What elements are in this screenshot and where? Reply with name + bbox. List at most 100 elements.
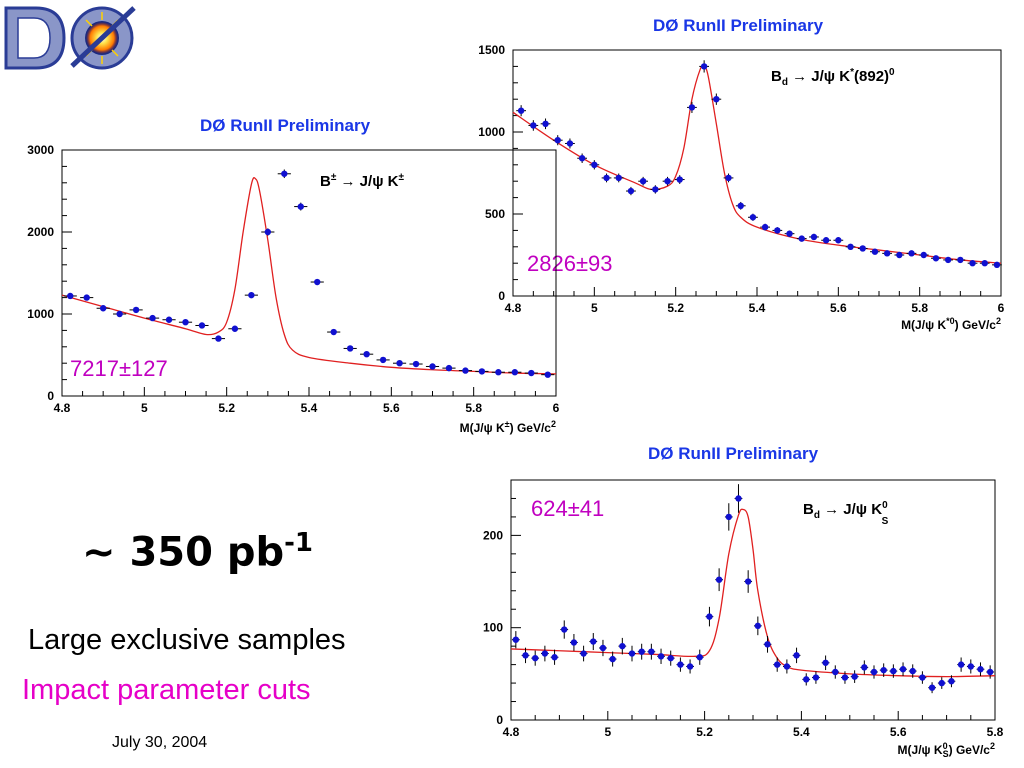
- data-point: [560, 620, 569, 639]
- data-marker: [783, 663, 791, 670]
- header-kstar: DØ RunII Preliminary: [653, 16, 824, 35]
- data-marker: [920, 251, 927, 259]
- data-marker: [231, 325, 239, 332]
- data-point: [601, 173, 612, 183]
- data-marker: [566, 140, 574, 147]
- data-marker: [667, 654, 674, 662]
- data-marker: [688, 104, 696, 111]
- chart-kplus: 4.8 5 5.2 5.4 5.6 5.8 6 0 1000 2000 3000 B± → J/ψ K…: [27, 143, 559, 435]
- decay-label: Bd → J/ψ K0 S: [803, 500, 889, 527]
- data-marker: [735, 495, 742, 502]
- data-marker: [932, 255, 940, 262]
- data-marker: [812, 674, 820, 681]
- data-marker: [725, 174, 732, 182]
- data-point: [528, 120, 539, 131]
- data-marker: [297, 203, 304, 210]
- data-point: [986, 665, 995, 679]
- data-point: [687, 101, 697, 113]
- data-marker: [215, 335, 222, 342]
- yield-label: 2826±93: [527, 251, 613, 276]
- data-marker: [841, 674, 849, 681]
- data-marker: [512, 636, 520, 643]
- data-marker: [981, 260, 988, 267]
- data-marker: [578, 155, 586, 162]
- data-point: [666, 650, 675, 666]
- data-marker: [908, 250, 915, 257]
- data-point: [310, 278, 324, 286]
- x-tick-label: 5: [141, 401, 148, 415]
- data-point: [579, 645, 588, 662]
- data-marker: [532, 654, 539, 662]
- data-marker: [700, 63, 708, 70]
- x-axis-label: M(J/ψ K±) GeV/c2: [460, 419, 556, 435]
- x-tick-label: 5.2: [696, 725, 713, 739]
- data-point: [870, 665, 878, 679]
- data-marker: [969, 260, 976, 267]
- data-point: [638, 176, 649, 186]
- data-point: [552, 135, 563, 146]
- data-marker: [761, 223, 769, 231]
- data-point: [277, 169, 291, 179]
- data-marker: [822, 237, 830, 244]
- data-point: [724, 503, 733, 531]
- x-tick-label: 5.2: [667, 301, 684, 315]
- x-tick-label: 6: [998, 301, 1005, 315]
- data-marker: [870, 668, 878, 676]
- data-marker: [774, 227, 781, 234]
- data-point: [870, 248, 880, 255]
- data-marker: [977, 666, 984, 673]
- data-marker: [462, 367, 469, 374]
- x-tick-label: 5.4: [793, 725, 810, 739]
- data-point: [783, 659, 791, 674]
- data-point: [228, 325, 242, 332]
- y-tick-label: 3000: [27, 143, 54, 157]
- data-point: [812, 671, 820, 684]
- data-point: [894, 251, 905, 259]
- data-point: [244, 291, 258, 299]
- data-point: [947, 675, 956, 688]
- x-tick-label: 5.4: [749, 301, 766, 315]
- data-point: [570, 634, 578, 651]
- data-point: [491, 369, 505, 376]
- cuts-text: Impact parameter cuts: [22, 674, 311, 706]
- y-tick-label: 200: [483, 528, 503, 542]
- data-point: [129, 306, 143, 314]
- data-marker: [603, 174, 610, 182]
- data-point: [541, 371, 555, 378]
- date-text: July 30, 2004: [112, 734, 208, 751]
- data-marker: [530, 122, 537, 129]
- fit-curve: [61, 177, 557, 375]
- data-marker: [764, 641, 771, 648]
- y-tick-label: 500: [485, 207, 505, 221]
- data-marker: [657, 653, 665, 660]
- data-marker: [957, 661, 965, 668]
- data-marker: [639, 178, 647, 185]
- data-point: [674, 175, 685, 184]
- data-point: [261, 228, 275, 236]
- data-point: [425, 363, 440, 370]
- data-marker: [832, 668, 839, 676]
- data-point: [860, 660, 869, 675]
- data-point: [458, 367, 473, 374]
- data-marker: [744, 578, 752, 585]
- header-kplus: DØ RunII Preliminary: [200, 116, 371, 135]
- data-point: [511, 631, 520, 649]
- y-tick-label: 2000: [27, 225, 54, 239]
- data-marker: [379, 356, 387, 364]
- data-point: [748, 213, 758, 221]
- data-point: [647, 643, 656, 660]
- data-point: [475, 368, 489, 375]
- data-point: [211, 335, 226, 342]
- data-point: [918, 251, 929, 259]
- data-point: [763, 635, 772, 653]
- data-marker: [774, 661, 781, 668]
- data-point: [845, 243, 856, 250]
- x-tick-label: 5.8: [465, 401, 482, 415]
- data-marker: [544, 371, 551, 378]
- dzero-logo: [4, 6, 136, 70]
- x-tick-label: 5.8: [911, 301, 928, 315]
- data-point: [773, 657, 782, 672]
- data-point: [145, 314, 160, 322]
- data-marker: [346, 345, 354, 352]
- data-point: [628, 645, 636, 662]
